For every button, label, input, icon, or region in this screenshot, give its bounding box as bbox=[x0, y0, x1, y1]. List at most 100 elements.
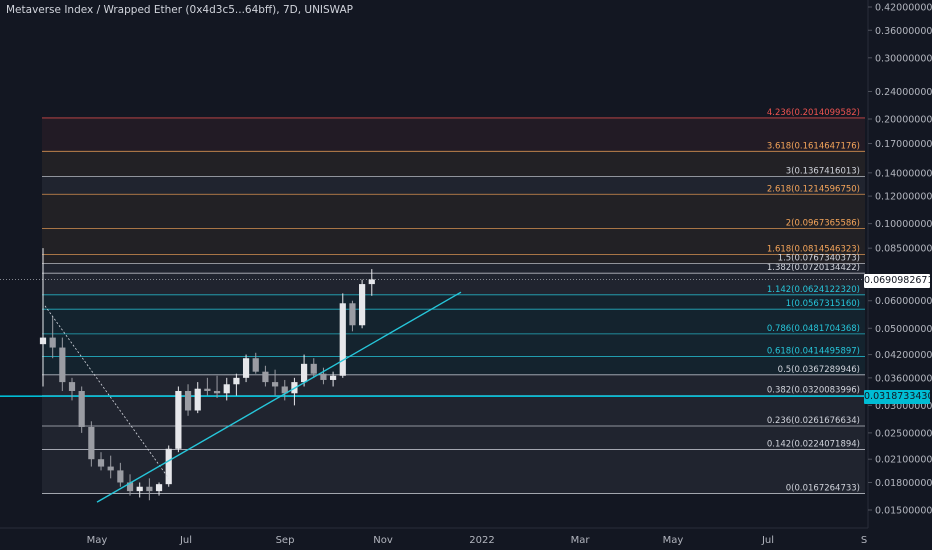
price-axis-label: 0.0600000000 bbox=[875, 296, 932, 307]
dotted-downtrend-line bbox=[44, 305, 170, 479]
candle-body bbox=[233, 377, 240, 385]
candle-body bbox=[223, 384, 230, 394]
price-axis-label: 0.0250000000 bbox=[875, 428, 932, 439]
fib-level-label: 0(0.0167264733) bbox=[786, 484, 860, 494]
candle-body bbox=[330, 375, 337, 380]
fib-zone bbox=[42, 449, 865, 494]
fib-zone bbox=[42, 333, 865, 357]
fib-level-label: 3.618(0.1614647176) bbox=[767, 141, 860, 151]
fib-zone bbox=[42, 294, 865, 310]
candle-body bbox=[262, 371, 269, 383]
candle-body bbox=[271, 382, 279, 387]
candle-body bbox=[368, 279, 375, 285]
price-axis-label: 0.1400000000 bbox=[875, 168, 932, 179]
symbol-title: Metaverse Index / Wrapped Ether (0x4d3c5… bbox=[6, 4, 354, 16]
price-axis-label: 0.2400000000 bbox=[875, 87, 932, 98]
fib-level-label: 0.786(0.0481704368) bbox=[767, 324, 860, 334]
candle-body bbox=[126, 482, 134, 492]
fib-zone bbox=[42, 426, 865, 450]
fib-level-label: 1(0.0567315160) bbox=[786, 299, 860, 309]
candle-body bbox=[107, 466, 114, 471]
fib-zone bbox=[42, 254, 865, 264]
candle-body bbox=[155, 484, 163, 492]
fib-level-label: 2.618(0.1214596750) bbox=[767, 184, 860, 194]
candle-body bbox=[97, 459, 105, 467]
candle-body bbox=[39, 337, 47, 345]
time-axis-label: Mar bbox=[571, 535, 591, 546]
fib-zone bbox=[42, 117, 865, 152]
candle-body bbox=[252, 358, 259, 372]
price-axis-label: 0.1700000000 bbox=[875, 139, 932, 150]
price-axis-label: 0.0300000000 bbox=[875, 401, 932, 412]
price-axis-label: 0.0180000000 bbox=[875, 478, 932, 489]
fib-level-label: 1.142(0.0624122320) bbox=[767, 285, 860, 295]
fib-zone bbox=[42, 228, 865, 255]
candle-body bbox=[339, 303, 346, 376]
time-axis-label: Sep bbox=[276, 535, 295, 546]
fib-zone bbox=[42, 176, 865, 195]
candle-body bbox=[194, 388, 201, 411]
candle-body bbox=[165, 448, 172, 485]
candle-body bbox=[320, 373, 327, 380]
fib-level-label: 3(0.1367416013) bbox=[786, 166, 860, 176]
price-axis-label: 0.0420000000 bbox=[875, 350, 932, 361]
price-axis-label: 0.0210000000 bbox=[875, 455, 932, 466]
price-axis-label: 0.1000000000 bbox=[875, 219, 932, 230]
last-price-tag: 0.0690982671 bbox=[864, 274, 932, 288]
fib-level-label: 1.5(0.0767340373) bbox=[778, 254, 860, 264]
time-axis-label: May bbox=[87, 535, 108, 546]
time-axis-label: Nov bbox=[373, 535, 393, 546]
candle-body bbox=[117, 470, 124, 483]
candle-body bbox=[78, 390, 85, 427]
fib-zone bbox=[42, 374, 865, 396]
price-axis-label: 0.3000000000 bbox=[875, 53, 932, 64]
fib-zone bbox=[42, 356, 865, 375]
fib-level-label: 0.382(0.0320083996) bbox=[767, 386, 860, 396]
price-axis-label: 0.4200000000 bbox=[875, 3, 932, 14]
fib-zone bbox=[42, 273, 865, 295]
fib-level-label: 1.382(0.0720134422) bbox=[767, 263, 860, 273]
fib-zone bbox=[42, 309, 865, 334]
price-axis-label: 0.0150000000 bbox=[875, 506, 932, 517]
fib-zone bbox=[42, 395, 865, 427]
fib-level-label: 0.142(0.0224071894) bbox=[767, 439, 860, 449]
time-axis-label: Jul bbox=[179, 535, 192, 546]
price-axis-label: 0.2000000000 bbox=[875, 115, 932, 126]
trendline-price-tag: 0.0318733430 bbox=[864, 390, 932, 404]
fib-level-label: 1.618(0.0814546323) bbox=[767, 245, 860, 255]
candle-body bbox=[88, 426, 95, 460]
fib-level-label: 0.5(0.0367289946) bbox=[778, 365, 860, 375]
time-axis-label: 2022 bbox=[469, 535, 494, 546]
price-axis-label: 0.1200000000 bbox=[875, 192, 932, 203]
candle-body bbox=[310, 363, 317, 374]
price-axis-label: 0.0360000000 bbox=[875, 373, 932, 384]
candle-body bbox=[59, 347, 66, 383]
time-axis-label: May bbox=[663, 535, 684, 546]
candle-body bbox=[359, 284, 366, 326]
candle-body bbox=[136, 486, 143, 492]
fib-zone bbox=[42, 151, 865, 177]
candle-body bbox=[349, 303, 356, 326]
fib-level-label: 0.618(0.0414495897) bbox=[767, 347, 860, 357]
time-axis-label: S bbox=[861, 535, 867, 546]
fib-level-label: 4.236(0.2014099582) bbox=[767, 108, 860, 118]
candle-body bbox=[184, 390, 192, 411]
candle-body bbox=[146, 486, 153, 492]
candle-body bbox=[281, 386, 288, 394]
price-axis-label: 0.0850000000 bbox=[875, 244, 932, 255]
candle-body bbox=[49, 337, 56, 348]
time-axis-label: Jul bbox=[761, 535, 774, 546]
fib-zone bbox=[42, 194, 865, 229]
candle-body bbox=[242, 358, 250, 378]
fib-level-label: 0.236(0.0261676634) bbox=[767, 416, 860, 426]
candle-body bbox=[213, 390, 221, 394]
candle-body bbox=[175, 390, 182, 449]
candle-body bbox=[300, 363, 308, 383]
price-axis-label: 0.3600000000 bbox=[875, 26, 932, 37]
fib-level-label: 2(0.0967365586) bbox=[786, 219, 860, 229]
candle-body bbox=[68, 382, 76, 391]
candle-body bbox=[204, 388, 211, 391]
uptrend-line bbox=[96, 291, 462, 503]
